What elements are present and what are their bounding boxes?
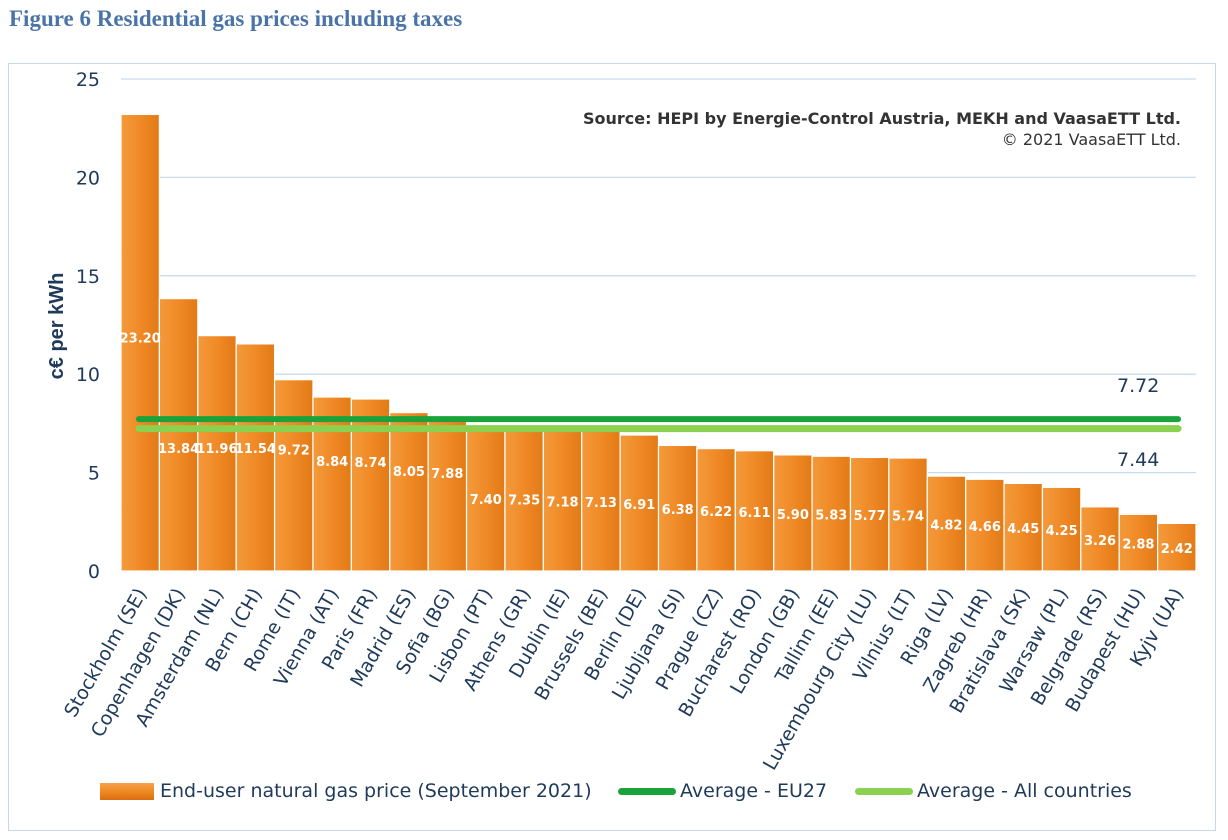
legend-label: Average - EU27 bbox=[680, 780, 828, 802]
bar bbox=[427, 415, 468, 572]
y-tick-label: 0 bbox=[88, 561, 100, 583]
bar bbox=[1157, 522, 1197, 572]
data-label: 11.96 bbox=[196, 442, 237, 457]
data-label: 6.22 bbox=[700, 505, 732, 520]
data-label: 4.25 bbox=[1046, 524, 1078, 539]
legend-item-all: Average - All countries bbox=[855, 780, 1132, 802]
data-label: 6.91 bbox=[623, 498, 655, 513]
data-label: 5.90 bbox=[777, 508, 809, 523]
data-label: 4.45 bbox=[1007, 522, 1039, 537]
y-axis-ticks: 0 5 10 15 20 25 bbox=[76, 69, 100, 583]
bar bbox=[734, 450, 775, 572]
bar bbox=[926, 475, 967, 572]
data-label: 5.74 bbox=[892, 510, 924, 525]
figure-title: Figure 6 Residential gas prices includin… bbox=[9, 6, 463, 31]
avg-all-value: 7.44 bbox=[1117, 448, 1160, 471]
data-label: 9.72 bbox=[278, 444, 310, 459]
chart-frame bbox=[8, 63, 1216, 831]
avg-eu27-value: 7.72 bbox=[1117, 375, 1160, 398]
legend-label: End-user natural gas price (September 20… bbox=[160, 780, 592, 802]
y-tick-label: 25 bbox=[76, 69, 100, 91]
data-label: 7.35 bbox=[508, 494, 540, 509]
bars bbox=[120, 113, 1197, 572]
bar bbox=[273, 379, 314, 572]
average-lines bbox=[135, 416, 1182, 433]
data-label: 7.18 bbox=[546, 495, 578, 510]
copyright-line: © 2021 VaasaETT Ltd. bbox=[1001, 130, 1181, 149]
data-label: 13.84 bbox=[158, 442, 199, 457]
source-note: Source: HEPI by Energie-Control Austria,… bbox=[583, 108, 1181, 150]
bar bbox=[235, 343, 276, 572]
bar bbox=[389, 411, 429, 572]
bar bbox=[312, 396, 352, 572]
y-axis-label: c€ per kWh bbox=[46, 273, 68, 380]
data-label: 7.13 bbox=[585, 496, 617, 511]
x-axis-ticks: Stockholm (SE)Copenhagen (DK)Amsterdam (… bbox=[60, 585, 1188, 774]
y-tick-label: 5 bbox=[88, 463, 100, 485]
source-line: Source: HEPI by Energie-Control Austria,… bbox=[582, 109, 1181, 128]
bar bbox=[1118, 513, 1159, 572]
data-label: 7.40 bbox=[470, 493, 502, 508]
legend-line-swatch bbox=[618, 787, 676, 795]
bar bbox=[1041, 486, 1082, 572]
data-label: 8.84 bbox=[316, 455, 348, 470]
data-label: 5.77 bbox=[854, 509, 886, 524]
data-label: 2.42 bbox=[1161, 542, 1193, 557]
y-tick-label: 20 bbox=[76, 167, 100, 189]
data-label: 6.11 bbox=[738, 506, 770, 521]
data-label: 8.74 bbox=[355, 456, 387, 471]
data-label: 4.66 bbox=[969, 520, 1001, 535]
y-tick-label: 10 bbox=[76, 364, 100, 386]
y-tick-label: 15 bbox=[76, 266, 100, 288]
bar bbox=[158, 298, 199, 572]
bar bbox=[197, 335, 237, 572]
data-label: 5.83 bbox=[815, 509, 847, 524]
legend-bar-swatch bbox=[100, 782, 154, 800]
data-label: 3.26 bbox=[1084, 534, 1116, 549]
data-label: 11.54 bbox=[235, 442, 276, 457]
bar bbox=[696, 447, 736, 572]
bar bbox=[542, 429, 583, 572]
data-label: 2.88 bbox=[1122, 538, 1154, 553]
legend-label: Average - All countries bbox=[917, 780, 1132, 802]
bar bbox=[1080, 506, 1120, 572]
data-label: 23.20 bbox=[120, 332, 161, 347]
data-label: 7.88 bbox=[431, 467, 463, 482]
bar bbox=[465, 424, 506, 572]
legend-item-price: End-user natural gas price (September 20… bbox=[100, 780, 592, 802]
data-label: 4.82 bbox=[930, 519, 962, 534]
data-label: 6.38 bbox=[662, 503, 694, 518]
bar bbox=[581, 430, 621, 572]
legend-line-swatch bbox=[855, 787, 913, 795]
bar bbox=[965, 478, 1005, 572]
legend-item-eu27: Average - EU27 bbox=[618, 780, 827, 802]
data-label: 8.05 bbox=[393, 465, 425, 480]
bar bbox=[849, 456, 890, 572]
bar bbox=[350, 398, 391, 572]
